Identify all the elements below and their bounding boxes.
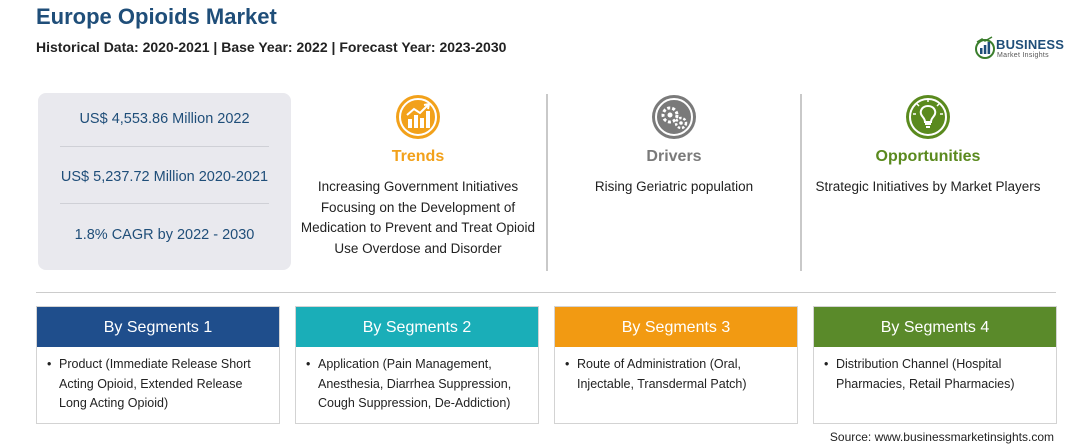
segment-4-header: By Segments 4 [814,307,1056,347]
segment-card-2: By Segments 2 • Application (Pain Manage… [295,306,539,424]
page-title: Europe Opioids Market [36,4,277,29]
segment-1-text: Product (Immediate Release Short Acting … [59,357,251,410]
section-divider [36,292,1056,293]
drivers-title: Drivers [646,148,702,165]
stat-cagr: 1.8% CAGR by 2022 - 2030 [74,227,255,243]
bullet-icon: • [824,357,829,371]
logo-name: BUSINESS [996,37,1065,52]
stat-divider [60,146,269,147]
bullet-icon: • [47,357,52,371]
trends-text: Increasing Government Initiatives Focusi… [300,179,536,256]
opportunities-title: Opportunities [875,148,981,165]
page-subtitle: Historical Data: 2020-2021 | Base Year: … [36,39,507,55]
segment-1-header: By Segments 1 [37,307,279,347]
segment-card-3: By Segments 3 • Route of Administration … [554,306,798,424]
column-divider [546,94,548,271]
brand-logo: BUSINESS Market Insights [974,36,1074,64]
stat-divider [60,203,269,204]
segment-3-text: Route of Administration (Oral, Injectabl… [577,357,747,391]
segment-2-text: Application (Pain Management, Anesthesia… [318,357,512,410]
segment-3-header: By Segments 3 [555,307,797,347]
opportunities-text: Strategic Initiatives by Market Players [815,179,1041,194]
source-credit: Source: www.businessmarketinsights.com [829,430,1054,444]
logo-icon [975,36,995,59]
stat-market-size-2022: US$ 4,553.86 Million 2022 [79,111,250,127]
growth-chart-icon [396,95,440,139]
market-stats-panel: US$ 4,553.86 Million 2022 US$ 5,237.72 M… [38,93,291,270]
logo-tagline: Market Insights [997,52,1049,59]
bullet-icon: • [565,357,570,371]
stat-market-size-historical: US$ 5,237.72 Million 2020-2021 [60,169,269,185]
segment-4-text: Distribution Channel (Hospital Pharmacie… [836,357,1015,391]
bullet-icon: • [306,357,311,371]
gears-icon [652,95,696,139]
trends-title: Trends [391,148,445,165]
segment-card-4: By Segments 4 • Distribution Channel (Ho… [813,306,1057,424]
column-divider [800,94,802,271]
segment-2-header: By Segments 2 [296,307,538,347]
lightbulb-icon [906,95,950,139]
drivers-text: Rising Geriatric population [594,179,754,194]
segment-card-1: By Segments 1 • Product (Immediate Relea… [36,306,280,424]
